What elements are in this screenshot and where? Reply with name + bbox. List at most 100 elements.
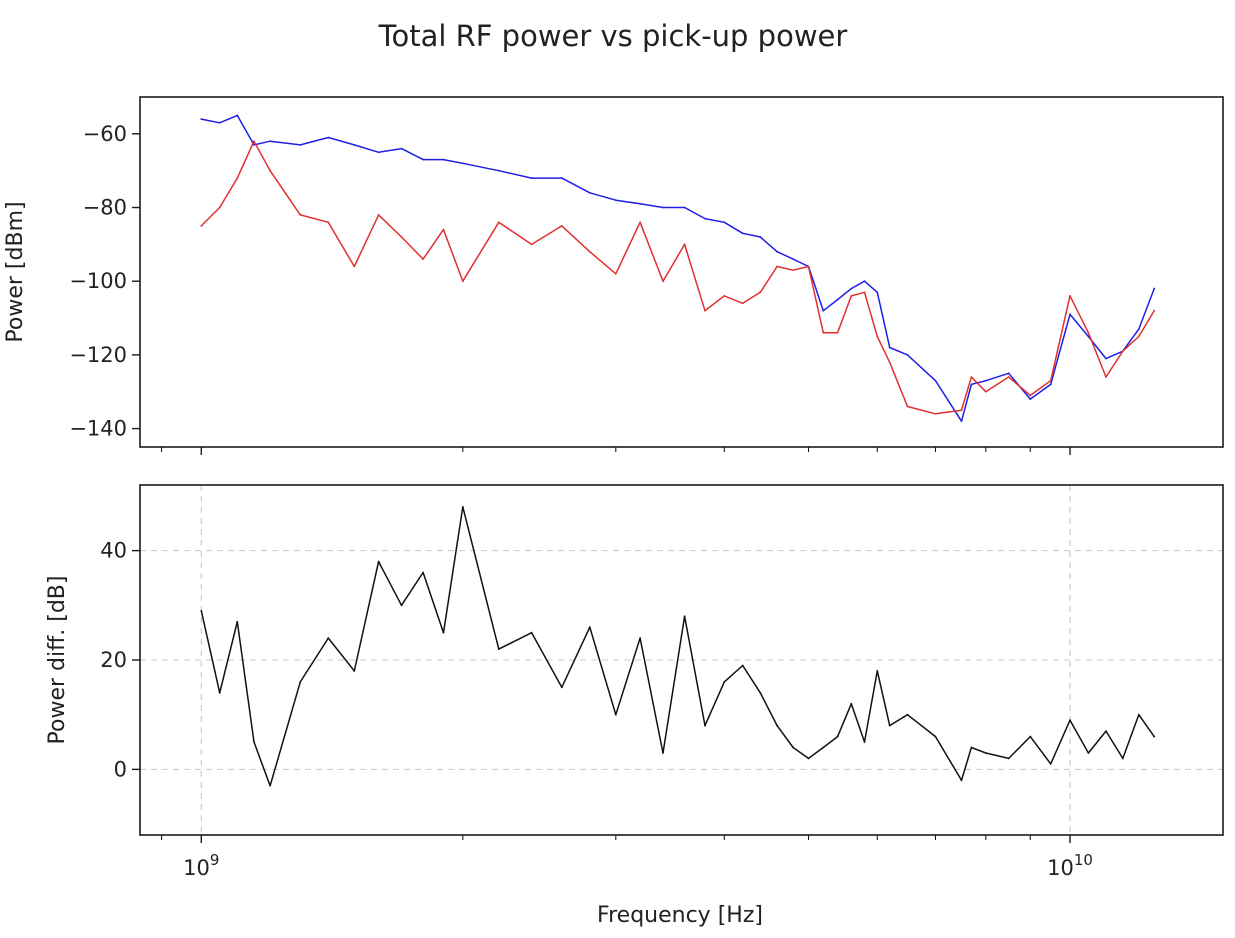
bottom-series-0-point-29 (836, 735, 839, 738)
bottom-series-0-point-36 (960, 779, 963, 782)
top-series-0-point-7 (353, 143, 356, 146)
top-series-0-point-31 (863, 280, 866, 283)
top-series-1-point-12 (461, 280, 464, 283)
top-series-0-point-41 (1049, 383, 1052, 386)
bottom-series-0-point-42 (1069, 719, 1071, 722)
top-series-1-point-40 (1029, 394, 1032, 397)
top-series-1-point-38 (984, 390, 987, 393)
top-series-0-point-32 (876, 291, 879, 294)
top-y-axis-label: Power [dBm] (3, 201, 28, 342)
bottom-series-0-point-43 (1087, 752, 1090, 754)
bottom-series-0-point-46 (1137, 713, 1140, 716)
top-series-0-point-46 (1137, 328, 1140, 331)
x-tick-label-exponent-1: 10 (1074, 851, 1093, 869)
bottom-series-0-point-32 (876, 670, 879, 672)
top-series-1-point-7 (353, 265, 356, 268)
top-series-1-point-44 (1105, 376, 1107, 378)
top-series-1-point-2 (236, 177, 239, 179)
bottom-series-0-point-41 (1049, 763, 1052, 765)
top-y-tick-label-1: −80 (83, 196, 127, 220)
top-series-0-point-15 (560, 177, 563, 179)
bottom-series-0-point-12 (461, 505, 464, 508)
bottom-series-0-point-5 (299, 680, 302, 683)
top-series-1-point-32 (876, 335, 879, 338)
top-series-1-point-3 (253, 140, 255, 143)
top-series-1-point-17 (614, 272, 617, 275)
bottom-series-0-point-30 (850, 702, 853, 705)
bottom-series-0-point-27 (807, 757, 810, 760)
bottom-series-0-line (200, 506, 1155, 787)
bottom-series-0-point-4 (269, 784, 272, 787)
top-series-0-point-5 (299, 143, 302, 146)
bottom-series-0-point-34 (906, 713, 909, 716)
top-series-0-point-19 (662, 206, 664, 209)
bottom-series-0-point-21 (704, 724, 706, 727)
top-series-1-point-20 (683, 243, 686, 246)
top-series-0-point-14 (530, 177, 533, 179)
top-series-1-point-19 (662, 280, 664, 283)
top-series-0-point-12 (461, 162, 464, 165)
bottom-series-0-point-2 (236, 620, 239, 623)
top-series-1-point-16 (588, 250, 591, 253)
bottom-series-0-point-8 (377, 560, 380, 563)
bottom-series-0-point-37 (970, 746, 973, 749)
top-series-0-point-36 (960, 420, 963, 423)
bottom-series-0-point-6 (327, 637, 330, 640)
bottom-series-0-point-19 (662, 752, 664, 754)
top-series-1-point-29 (836, 331, 839, 334)
top-y-tick-label-2: −100 (69, 269, 127, 293)
top-series-0-point-17 (614, 199, 617, 202)
top-series-0-point-25 (776, 250, 778, 253)
top-series-1-point-24 (759, 291, 762, 294)
top-series-1-point-4 (269, 169, 272, 172)
top-series-1-point-30 (850, 295, 853, 297)
bottom-series-0-point-9 (400, 604, 403, 607)
bottom-y-axis-label: Power diff. [dB] (45, 576, 70, 745)
top-series-1-point-42 (1069, 295, 1071, 297)
top-series-1-point-37 (970, 376, 973, 378)
x-tick-label-exponent-0: 9 (210, 851, 220, 869)
bottom-series-0-point-16 (588, 626, 591, 629)
bottom-y-tick-label-2: 40 (100, 539, 127, 563)
bottom-series-0-point-35 (934, 735, 937, 738)
top-series-1-point-8 (377, 213, 380, 216)
top-series-0-point-28 (822, 309, 825, 312)
x-tick-label-base-0: 10 (183, 856, 210, 880)
top-series-1-point-0 (200, 225, 203, 227)
x-tick-label-base-1: 10 (1047, 856, 1074, 880)
top-series-1-point-34 (906, 405, 909, 408)
bottom-series-0-point-26 (792, 746, 795, 749)
bottom-series-0-point-11 (442, 631, 445, 634)
top-series-1-point-13 (497, 221, 500, 224)
bottom-series-0-point-39 (1007, 757, 1010, 760)
top-axes: −60 −80 −100 −120 −140 Power [dBm] (3, 96, 1224, 455)
top-series-0-point-20 (683, 206, 686, 209)
top-series-1-point-39 (1007, 376, 1010, 378)
top-series-0-point-11 (442, 158, 445, 161)
top-series-1-point-31 (863, 291, 866, 294)
top-series-0-point-8 (377, 151, 380, 154)
top-series-1-point-11 (442, 228, 445, 231)
top-y-tick-label-4: −140 (69, 417, 127, 441)
top-series-1-line (200, 140, 1155, 415)
top-series-0-point-34 (906, 353, 909, 356)
bottom-series-0-point-28 (822, 746, 825, 749)
bottom-y-tick-label-0: 0 (114, 757, 127, 781)
top-series-0-point-47 (1153, 287, 1156, 290)
top-series-0-point-42 (1069, 313, 1071, 316)
top-series-0-point-2 (236, 114, 239, 117)
top-series-1-point-46 (1137, 335, 1140, 338)
top-series-0-point-9 (400, 147, 403, 150)
top-series-1-point-22 (723, 295, 726, 297)
bottom-series-0-point-31 (863, 741, 866, 743)
top-series-0-point-24 (759, 236, 762, 238)
top-series-0-point-40 (1029, 398, 1032, 401)
bottom-series-0-point-15 (560, 686, 563, 689)
top-series-0-point-30 (850, 287, 853, 290)
top-series-0-point-10 (422, 158, 424, 161)
bottom-series-group (200, 505, 1156, 787)
top-series-1-point-18 (639, 221, 642, 224)
bottom-series-0-point-47 (1153, 735, 1156, 738)
